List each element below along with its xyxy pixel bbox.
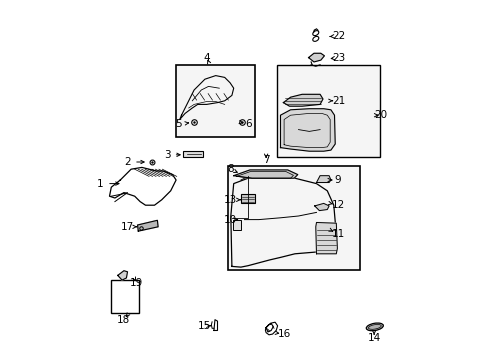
Polygon shape — [280, 109, 335, 151]
Polygon shape — [233, 170, 297, 178]
Polygon shape — [283, 94, 322, 106]
Bar — [111, 280, 139, 313]
Polygon shape — [314, 203, 328, 211]
Ellipse shape — [366, 323, 383, 331]
Text: 9: 9 — [334, 175, 341, 185]
Text: 17: 17 — [121, 222, 134, 232]
Text: 6: 6 — [244, 119, 251, 129]
Bar — [228, 166, 359, 270]
Text: 11: 11 — [331, 229, 344, 239]
Bar — [241, 194, 255, 203]
Polygon shape — [308, 53, 324, 62]
Text: 22: 22 — [331, 31, 345, 41]
Text: 19: 19 — [130, 278, 143, 288]
Text: 4: 4 — [203, 53, 209, 63]
Bar — [276, 65, 379, 157]
Polygon shape — [118, 271, 127, 280]
Text: 13: 13 — [224, 195, 237, 205]
Bar — [232, 220, 240, 230]
Text: 1: 1 — [97, 179, 103, 189]
Polygon shape — [315, 222, 337, 254]
Text: 7: 7 — [262, 155, 269, 165]
Text: 10: 10 — [224, 215, 237, 225]
Bar — [176, 65, 255, 137]
Text: 3: 3 — [163, 150, 170, 160]
Text: 18: 18 — [117, 315, 130, 325]
Text: 20: 20 — [373, 110, 386, 120]
Text: 8: 8 — [226, 164, 233, 174]
Polygon shape — [137, 220, 158, 231]
Text: 23: 23 — [331, 53, 345, 63]
Text: 5: 5 — [175, 119, 182, 129]
Text: 21: 21 — [331, 96, 345, 106]
Text: 16: 16 — [277, 329, 290, 339]
Polygon shape — [316, 176, 330, 183]
Text: 2: 2 — [124, 157, 131, 167]
Text: 14: 14 — [366, 333, 380, 343]
Text: 15: 15 — [197, 321, 210, 331]
Bar — [183, 151, 203, 157]
Text: 12: 12 — [331, 200, 345, 210]
